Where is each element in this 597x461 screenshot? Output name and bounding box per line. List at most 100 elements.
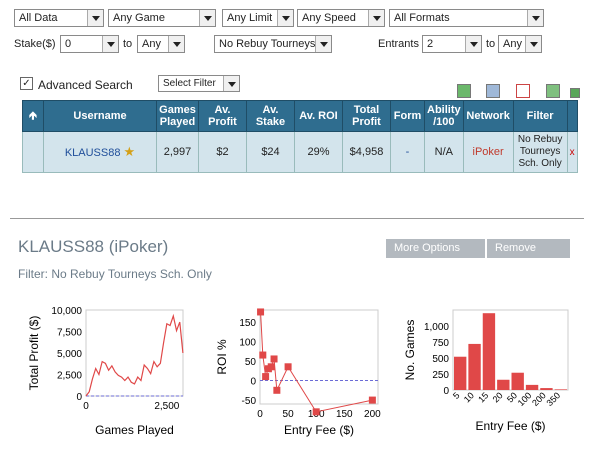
x-axis-label: Entry Fee ($)	[475, 419, 545, 433]
chevron-down-icon	[277, 10, 293, 26]
data-select[interactable]: All Data	[14, 9, 104, 27]
y-tick-label: 500	[432, 354, 449, 365]
expand-icon[interactable]	[570, 88, 580, 98]
refresh-icon[interactable]	[546, 84, 560, 98]
total-profit-cell: $4,958	[342, 131, 391, 173]
remove-button[interactable]: Remove	[487, 239, 570, 258]
username-cell: KLAUSS88 ★	[43, 131, 157, 173]
bar	[525, 384, 539, 390]
y-tick-label: 2,500	[57, 371, 82, 382]
avg-profit-header[interactable]: Av. Profit	[198, 100, 247, 132]
delete-icon[interactable]	[516, 84, 530, 98]
x-tick-label: 0	[83, 401, 89, 412]
stake-from-select[interactable]: 0	[60, 35, 119, 53]
player-title: KLAUSS88 (iPoker)	[18, 237, 169, 256]
sort-column[interactable]: 🡹	[22, 100, 44, 132]
series-line	[85, 313, 184, 397]
sort-arrow-icon[interactable]: 🡹	[29, 109, 37, 122]
profit-line-chart: 0 2,500 5,000 7,500 10,000 0 2,500 Games Played…	[27, 306, 184, 437]
star-icon: ★	[123, 144, 136, 159]
y-tick-label: 7,500	[57, 328, 82, 339]
x-axis-label: Games Played	[95, 423, 174, 437]
data-point	[368, 396, 376, 404]
stake-to-select[interactable]: Any	[137, 35, 185, 53]
games-cell: 2,997	[156, 131, 199, 173]
y-tick-label: 250	[432, 370, 449, 381]
ability-header[interactable]: Ability /100	[424, 100, 464, 132]
bar	[540, 388, 553, 390]
speed-select[interactable]: Any Speed	[297, 9, 385, 27]
username-header[interactable]: Username	[43, 100, 157, 132]
y-tick-label: 100	[239, 337, 256, 348]
username-link[interactable]: KLAUSS88	[64, 147, 121, 159]
y-tick-label: 0	[250, 377, 256, 388]
y-tick-label: -50	[242, 396, 257, 407]
network-cell: iPoker	[462, 131, 514, 173]
remove-row-button[interactable]: x	[566, 131, 578, 173]
roi-scatter-chart: -50050100150050100150200Entry Fee ($)ROI…	[215, 308, 381, 437]
chevron-down-icon	[102, 36, 118, 52]
avg-stake-cell: $24	[246, 131, 295, 173]
y-tick-label: 5,000	[57, 349, 82, 360]
x-tick-label: 350	[545, 390, 563, 408]
chevron-down-icon	[168, 36, 184, 52]
stake-label: Stake($)	[14, 38, 56, 50]
entrants-from-select[interactable]: 2	[422, 35, 482, 53]
data-point	[262, 373, 270, 381]
copy-icon[interactable]	[486, 84, 500, 98]
total-profit-header[interactable]: Total Profit	[342, 100, 391, 132]
y-tick-label: 10,000	[51, 306, 82, 317]
row-spacer	[22, 131, 44, 173]
avg-stake-header[interactable]: Av. Stake	[246, 100, 295, 132]
avg-profit-cell: $2	[198, 131, 247, 173]
advanced-search-checkbox[interactable]: ✓	[20, 77, 33, 90]
x-tick-label: 5	[451, 390, 462, 401]
x-tick-label: 20	[491, 390, 505, 404]
x-tick-label: 50	[283, 409, 295, 420]
limit-select[interactable]: Any Limit	[222, 9, 294, 27]
chevron-down-icon	[199, 10, 215, 26]
games-played-header[interactable]: Games Played	[156, 100, 199, 132]
table-row: KLAUSS88 ★ 2,997 $2 $24 29% $4,958 - N/A…	[22, 131, 578, 173]
more-options-button[interactable]: More Options	[386, 239, 485, 258]
x-tick-label: 150	[336, 409, 353, 420]
rebuy-select[interactable]: No Rebuy Tourneys	[214, 35, 332, 53]
network-header[interactable]: Network	[462, 100, 514, 132]
series-line	[260, 311, 373, 413]
bar	[454, 356, 467, 390]
form-header[interactable]: Form	[390, 100, 425, 132]
y-tick-label: 1,000	[424, 322, 449, 333]
chevron-down-icon	[527, 10, 543, 26]
filter-description: Filter: No Rebuy Tourneys Sch. Only	[18, 267, 212, 281]
section-divider	[10, 218, 584, 219]
data-point	[267, 363, 275, 371]
y-axis-label: Total Profit ($)	[27, 316, 41, 391]
y-tick-label: 150	[239, 318, 256, 329]
data-point	[312, 408, 320, 416]
data-point	[273, 386, 281, 394]
entrants-to-select[interactable]: Any	[498, 35, 542, 53]
game-select[interactable]: Any Game	[108, 9, 216, 27]
filter-cell: No Rebuy Tourneys Sch. Only	[512, 131, 568, 173]
format-select[interactable]: All Formats	[389, 9, 544, 27]
advanced-search-label: Advanced Search	[38, 78, 133, 92]
entrants-to-label: to	[486, 38, 496, 50]
bar	[554, 389, 567, 390]
results-table: 🡹 Username Games Played Av. Profit Av. S…	[22, 100, 578, 173]
download-icon[interactable]	[457, 84, 471, 98]
filter-header: Filter	[512, 100, 568, 132]
bar	[468, 343, 481, 390]
y-axis-label: No. Games	[403, 320, 417, 381]
data-point	[257, 308, 265, 316]
y-tick-label: 0	[76, 392, 82, 403]
bar	[497, 379, 510, 390]
chevron-down-icon	[465, 36, 481, 52]
bar	[511, 372, 524, 390]
chevron-down-icon	[87, 10, 103, 26]
avg-roi-header[interactable]: Av. ROI	[294, 100, 343, 132]
x-axis-label: Entry Fee ($)	[284, 423, 354, 437]
remove-header	[566, 100, 578, 132]
select-filter-dropdown[interactable]: Select Filter	[158, 75, 240, 92]
chevron-down-icon	[315, 36, 331, 52]
